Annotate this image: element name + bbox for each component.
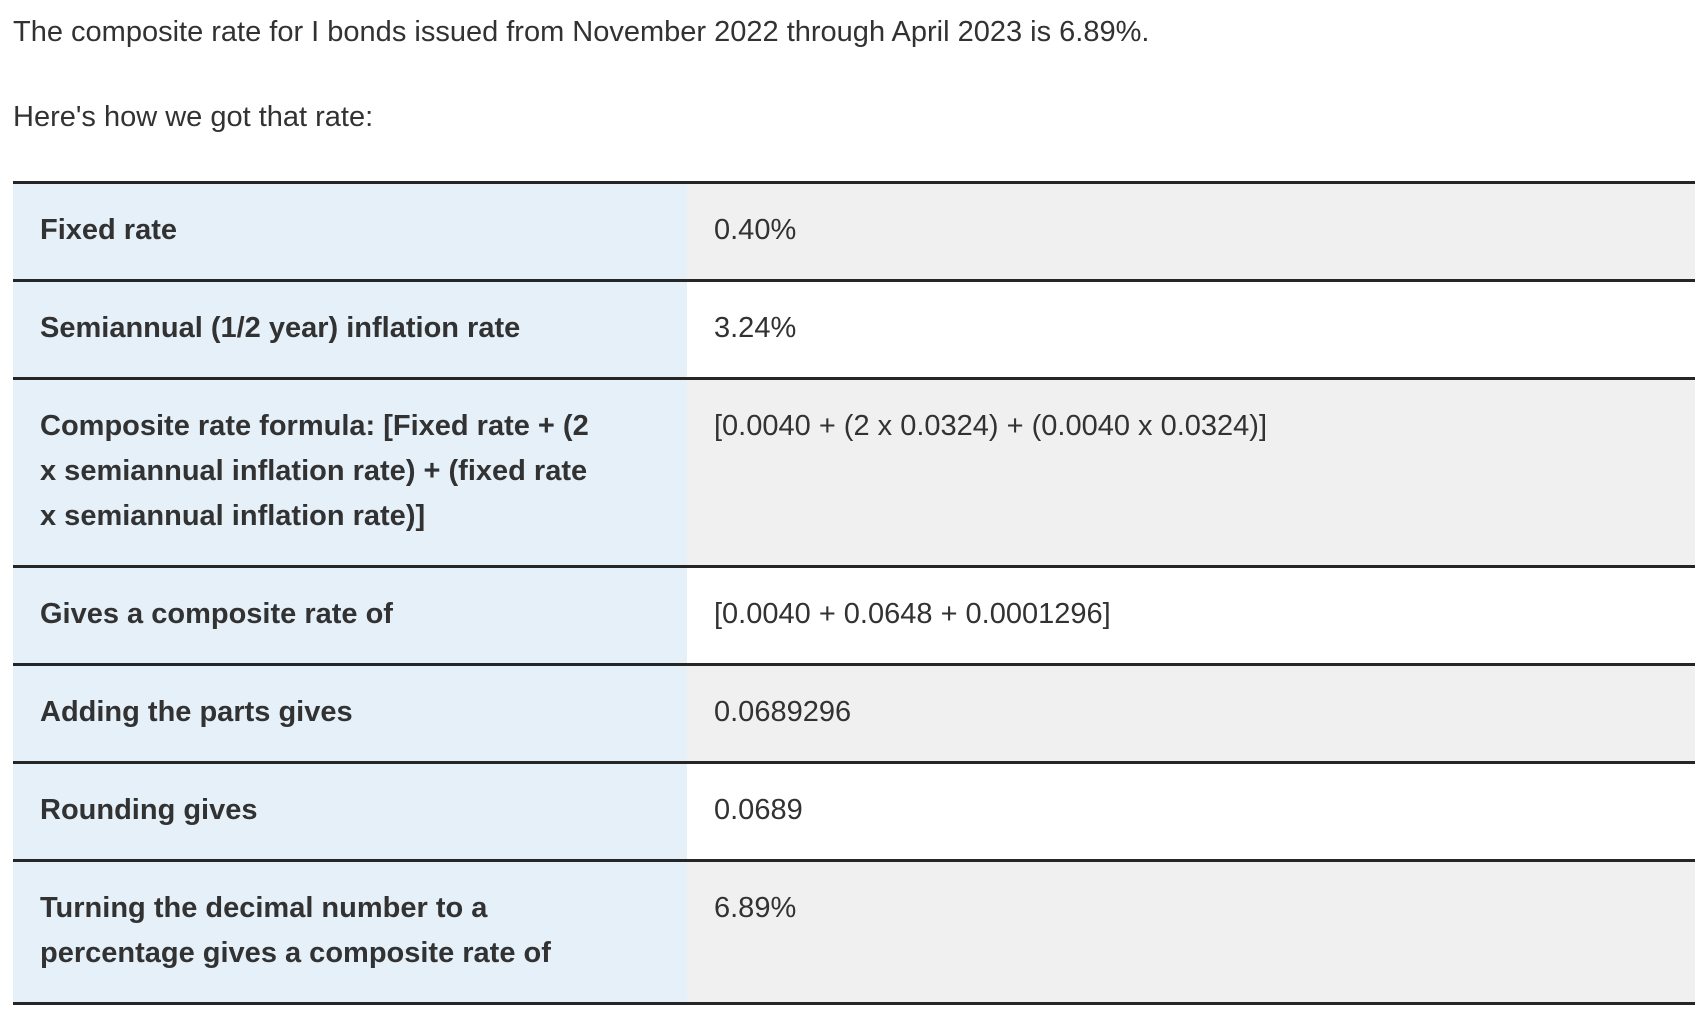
row-value-cell: [0.0040 + (2 x 0.0324) + (0.0040 x 0.032… [687, 378, 1695, 567]
row-value-cell: 0.0689296 [687, 664, 1695, 763]
table-row: Semiannual (1/2 year) inflation rate 3.24… [13, 280, 1695, 379]
intro-paragraph: The composite rate for I bonds issued fr… [13, 16, 1150, 48]
row-value-cell: 3.24% [687, 280, 1695, 379]
row-label-cell: Composite rate formula: [Fixed rate + (2… [13, 378, 687, 567]
row-label-cell: Turning the decimal number to a percenta… [13, 860, 687, 1004]
table-row: Fixed rate 0.40% [13, 182, 1695, 281]
composite-rate-table-body: Fixed rate 0.40% Semiannual (1/2 year) inf… [13, 182, 1695, 1004]
row-label-cell: Semiannual (1/2 year) inflation rate [13, 280, 687, 379]
row-label-cell: Fixed rate [13, 182, 687, 281]
table-row: Rounding gives 0.0689 [13, 762, 1695, 861]
table-row: Gives a composite rate of [0.0040 + 0.064… [13, 566, 1695, 665]
table-row: Adding the parts gives 0.0689296 [13, 664, 1695, 763]
row-label-cell: Adding the parts gives [13, 664, 687, 763]
table-row: Turning the decimal number to a percenta… [13, 860, 1695, 1004]
row-label-cell: Rounding gives [13, 762, 687, 861]
row-value-cell: [0.0040 + 0.0648 + 0.0001296] [687, 566, 1695, 665]
table-row: Composite rate formula: [Fixed rate + (2… [13, 378, 1695, 567]
row-value-cell: 0.40% [687, 182, 1695, 281]
composite-rate-table: Fixed rate 0.40% Semiannual (1/2 year) inf… [13, 181, 1695, 1005]
lead-in-paragraph: Here's how we got that rate: [13, 101, 374, 133]
row-value-cell: 6.89% [687, 860, 1695, 1004]
row-label-cell: Gives a composite rate of [13, 566, 687, 665]
row-value-cell: 0.0689 [687, 762, 1695, 861]
